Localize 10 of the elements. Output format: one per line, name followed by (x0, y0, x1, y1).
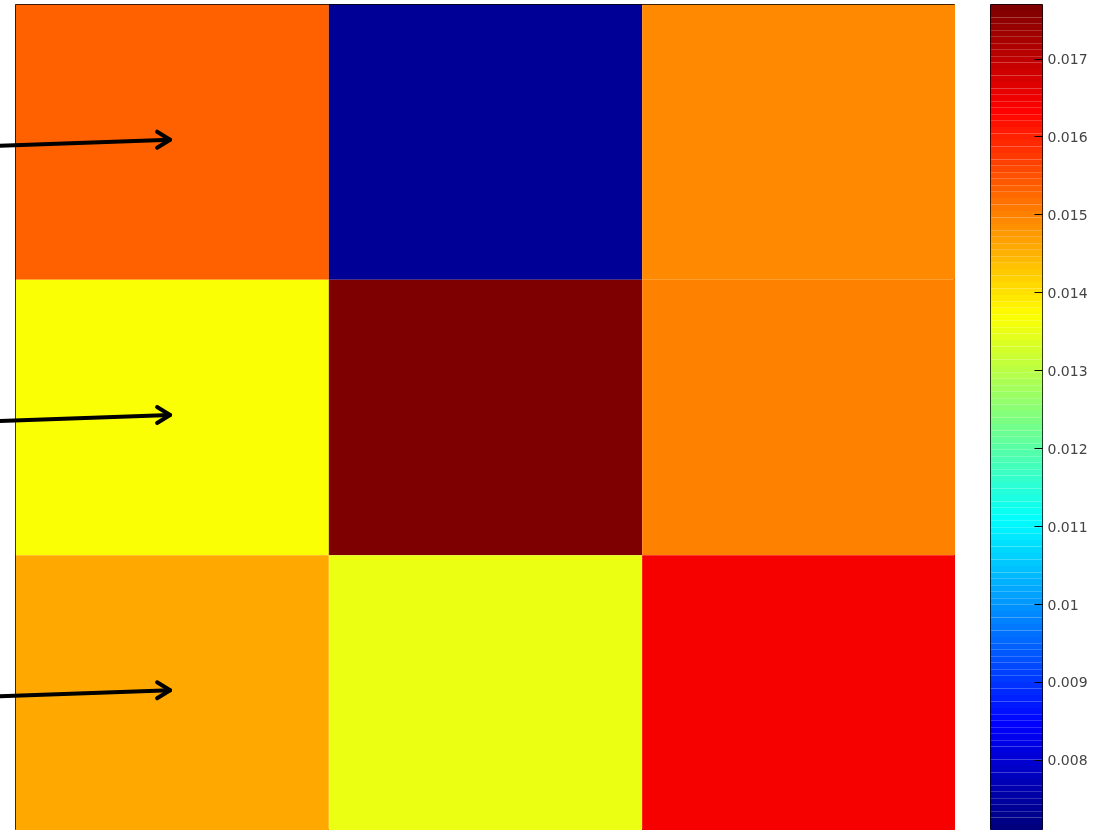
color-bar-label: 0.014 (1047, 284, 1088, 301)
color-bar-label: 0.017 (1047, 51, 1088, 68)
color-bar-label: 0.013 (1047, 362, 1088, 379)
color-bar-label: 0.012 (1047, 440, 1088, 457)
color-bar-label: 0.01 (1047, 596, 1079, 613)
color-bar-label: 0.008 (1047, 752, 1088, 769)
color-bar-label: 0.015 (1047, 206, 1088, 223)
color-bar-label: 0.016 (1047, 128, 1088, 145)
color-bar-label: 0.009 (1047, 674, 1088, 691)
color-bar-label: 0.011 (1047, 518, 1088, 535)
